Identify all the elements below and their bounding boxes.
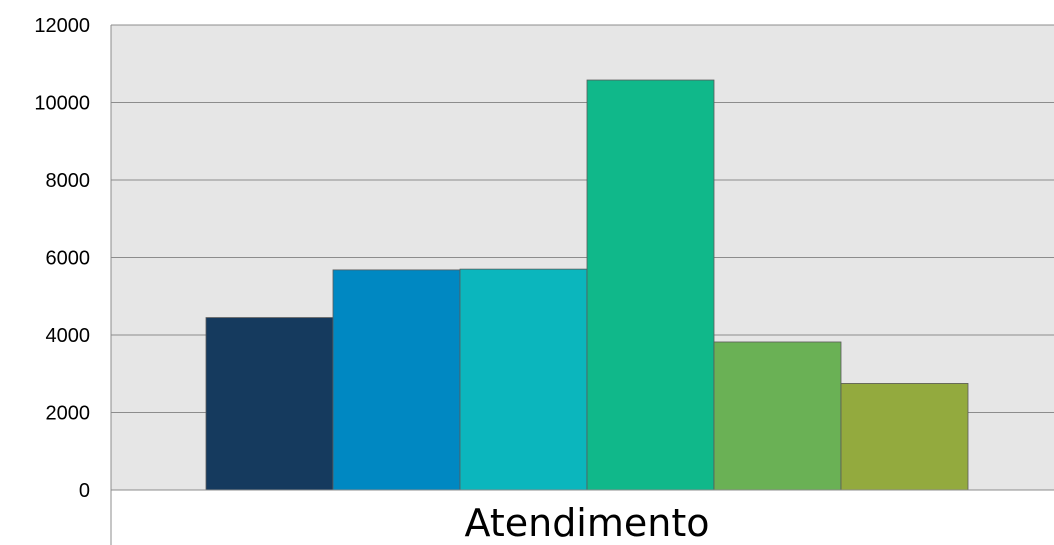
bar-series-6 — [840, 383, 969, 491]
y-tick-label: 2000 — [46, 403, 91, 425]
bar-series-2 — [332, 269, 461, 491]
bar-series-4 — [586, 79, 715, 491]
y-tick-label: 10000 — [34, 93, 90, 115]
y-tick-label: 6000 — [46, 248, 91, 270]
bars — [205, 79, 969, 491]
category-label: Atendimento — [465, 501, 710, 545]
bar-series-3 — [459, 268, 588, 491]
y-tick-labels: 0 2000 4000 6000 8000 10000 12000 — [34, 15, 90, 502]
y-tick-label: 8000 — [46, 170, 91, 192]
bar-series-5 — [713, 341, 842, 491]
bar-series-1 — [205, 317, 334, 491]
y-tick-label: 4000 — [46, 325, 91, 347]
y-tick-label: 0 — [79, 480, 90, 502]
y-tick-label: 12000 — [34, 15, 90, 37]
